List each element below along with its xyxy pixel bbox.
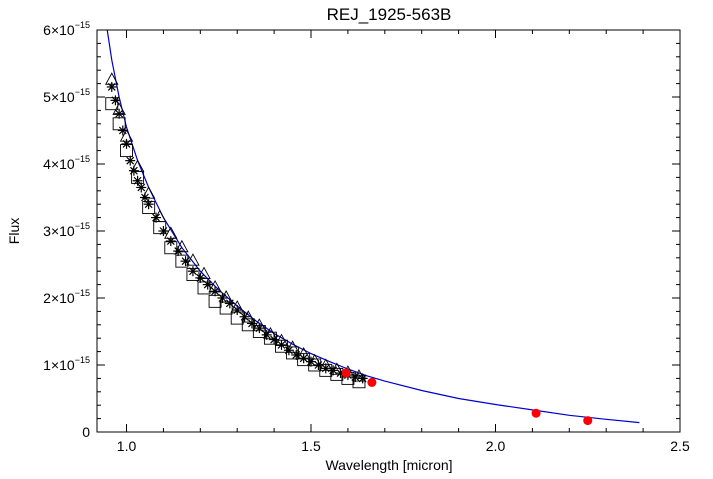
y-tick-label: 3×10−15 [43,221,90,239]
photometry-point [531,408,541,418]
triangle-point [130,159,145,172]
square-point [208,294,222,308]
x-tick-label: 1.0 [117,438,137,454]
triangle-point [252,318,267,331]
square-point [197,281,211,295]
asterisk-point [298,353,309,364]
triangle-point [164,226,178,239]
x-tick-label: 1.5 [301,438,321,454]
x-axis-label: Wavelength [micron] [325,457,452,473]
square-point [275,339,288,353]
photometry-point [341,368,351,378]
square-point [252,325,266,338]
asterisk-point [106,81,117,92]
asterisk-point [143,199,154,210]
photometry-point [367,377,377,387]
asterisk-point [210,286,221,297]
asterisk-point [232,305,243,316]
y-tick-label: 2×10−15 [43,288,90,306]
asterisk-point [125,155,136,166]
square-point [175,254,189,268]
y-tick-label: 6×10−15 [43,20,90,38]
asterisk-point [121,138,132,149]
y-tick-label: 5×10−15 [43,87,90,105]
triangle-point [105,72,119,85]
asterisk-point [269,334,280,345]
asterisk-point [139,192,150,203]
triangle-point [219,290,233,303]
square-point [120,144,133,158]
triangle-point [352,369,366,382]
triangle-point [241,310,256,323]
y-tick-label: 1×10−15 [43,355,90,373]
triangle-point [141,186,156,199]
triangle-point [263,326,278,340]
triangle-point [208,280,222,293]
asterisk-point [187,266,198,277]
square-point [142,201,156,215]
square-point [297,353,311,367]
asterisk-point [276,339,287,350]
triangle-point [175,239,189,253]
square-point [352,375,366,389]
plot-frame [96,29,681,433]
square-point [164,241,178,255]
y-tick-label: 4×10−15 [43,154,90,172]
triangle-point [230,300,244,313]
y-tick-label: 0 [82,424,90,440]
square-point [241,318,255,332]
asterisk-point [239,311,250,322]
asterisk-point [114,108,125,119]
x-tick-label: 2.5 [670,438,690,454]
triangle-point [285,340,300,353]
square-point [186,268,200,281]
model-curve [106,30,640,424]
x-tick-label: 2.0 [486,438,506,454]
chart-title: REJ_1925-563B [327,5,452,24]
triangle-point [186,253,200,266]
triangle-point [152,209,167,223]
asterisk-point [357,373,368,384]
asterisk-point [246,318,257,329]
triangle-point [307,353,322,367]
square-point [286,346,300,360]
triangle-point [112,102,126,115]
square-point [105,97,119,111]
asterisk-point [165,236,176,247]
triangle-point [197,266,211,279]
square-point [112,117,126,131]
y-axis-label: Flux [6,218,22,244]
triangle-point [274,333,289,346]
photometry-point [583,416,593,426]
asterisk-point [224,298,235,309]
triangle-point [330,362,344,375]
triangle-point [296,347,311,360]
triangle-point [319,358,333,371]
triangle-point [119,129,134,142]
asterisk-point [136,182,147,193]
